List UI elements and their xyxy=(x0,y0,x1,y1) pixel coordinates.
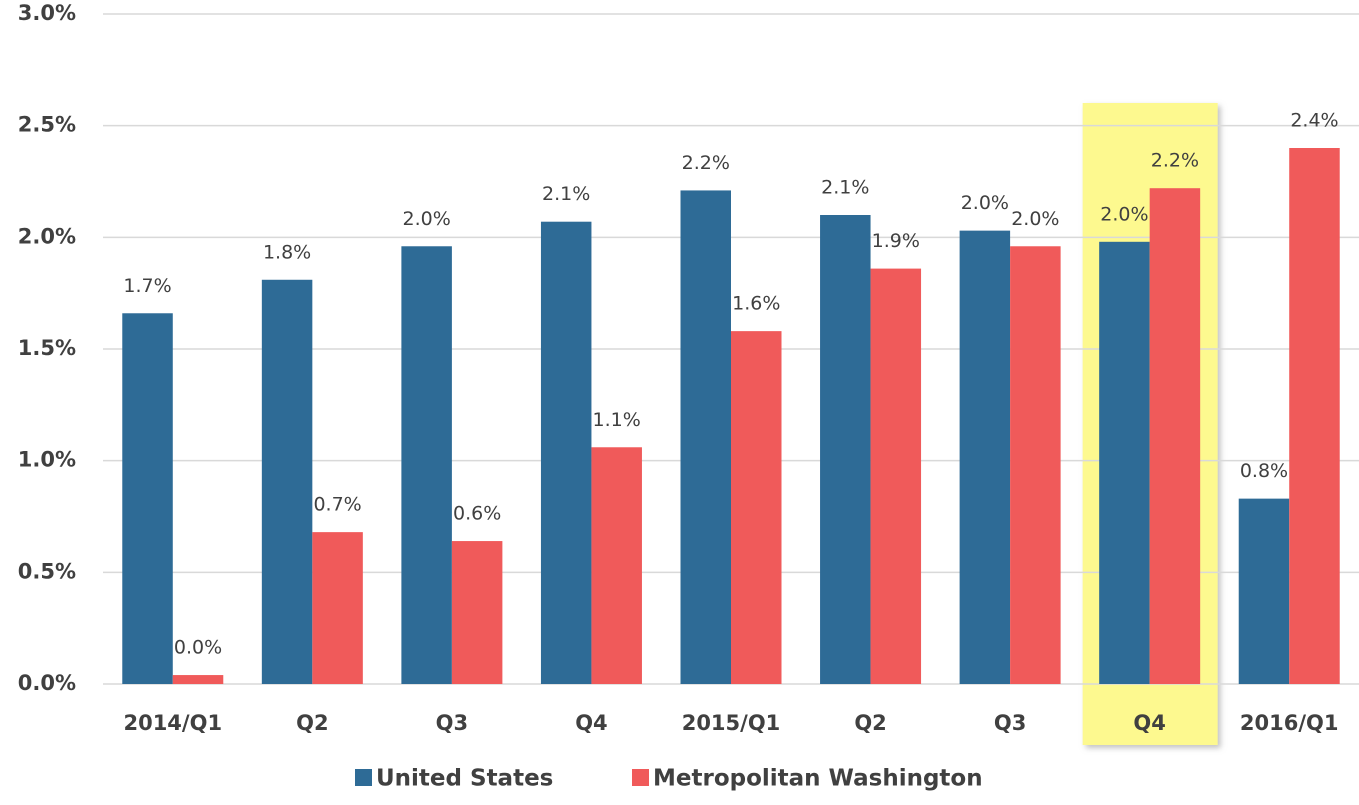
x-tick-label: Q4 xyxy=(575,711,607,735)
x-tick-label: 2014/Q1 xyxy=(123,711,222,735)
value-label: 1.7% xyxy=(123,275,171,297)
value-label: 2.1% xyxy=(821,177,869,199)
bar xyxy=(312,532,363,684)
legend-label: United States xyxy=(376,766,553,792)
y-tick-label: 0.0% xyxy=(18,671,76,695)
bar xyxy=(1010,246,1061,684)
value-label: 1.6% xyxy=(732,293,780,315)
bar xyxy=(122,313,173,684)
bar xyxy=(731,331,782,684)
bar xyxy=(1289,148,1340,684)
bar xyxy=(870,268,922,684)
value-label: 2.0% xyxy=(402,208,450,230)
legend-label: Metropolitan Washington xyxy=(653,766,983,792)
bar xyxy=(540,221,592,684)
y-tick-label: 1.5% xyxy=(18,336,76,360)
value-label: 0.0% xyxy=(174,637,222,659)
bar xyxy=(1099,241,1150,685)
x-tick-label: 2015/Q1 xyxy=(682,711,781,735)
y-tick-label: 0.5% xyxy=(18,559,76,583)
bar xyxy=(820,215,871,684)
bar xyxy=(1149,188,1201,684)
value-label: 1.1% xyxy=(593,409,641,431)
bar xyxy=(172,675,224,684)
value-label: 0.7% xyxy=(313,494,361,516)
value-label: 0.8% xyxy=(1240,460,1288,482)
value-label: 2.2% xyxy=(682,152,730,174)
y-tick-label: 2.0% xyxy=(18,224,76,248)
y-tick-label: 1.0% xyxy=(18,448,76,472)
x-tick-label: Q3 xyxy=(994,711,1026,735)
value-label: 2.1% xyxy=(542,183,590,205)
bar xyxy=(261,279,313,684)
legend-swatch xyxy=(355,769,372,786)
x-tick-label: Q4 xyxy=(1133,711,1165,735)
x-tick-label: Q3 xyxy=(436,711,468,735)
x-tick-label: Q2 xyxy=(296,711,328,735)
y-tick-label: 3.0% xyxy=(18,1,76,25)
bar xyxy=(959,230,1011,684)
value-label: 2.2% xyxy=(1151,150,1199,172)
bar xyxy=(680,190,731,684)
bar xyxy=(401,246,452,684)
value-label: 2.0% xyxy=(1100,203,1148,225)
y-tick-label: 2.5% xyxy=(18,113,76,137)
value-label: 2.0% xyxy=(961,192,1009,214)
value-label: 0.6% xyxy=(453,503,501,525)
value-label: 2.0% xyxy=(1011,208,1059,230)
value-label: 1.9% xyxy=(872,230,920,252)
bar xyxy=(591,447,642,684)
bar xyxy=(1238,498,1290,684)
x-tick-label: Q2 xyxy=(854,711,886,735)
value-label: 2.4% xyxy=(1290,110,1338,132)
legend-swatch xyxy=(632,769,649,786)
bar xyxy=(451,541,503,684)
x-tick-label: 2016/Q1 xyxy=(1240,711,1339,735)
value-label: 1.8% xyxy=(263,241,311,263)
